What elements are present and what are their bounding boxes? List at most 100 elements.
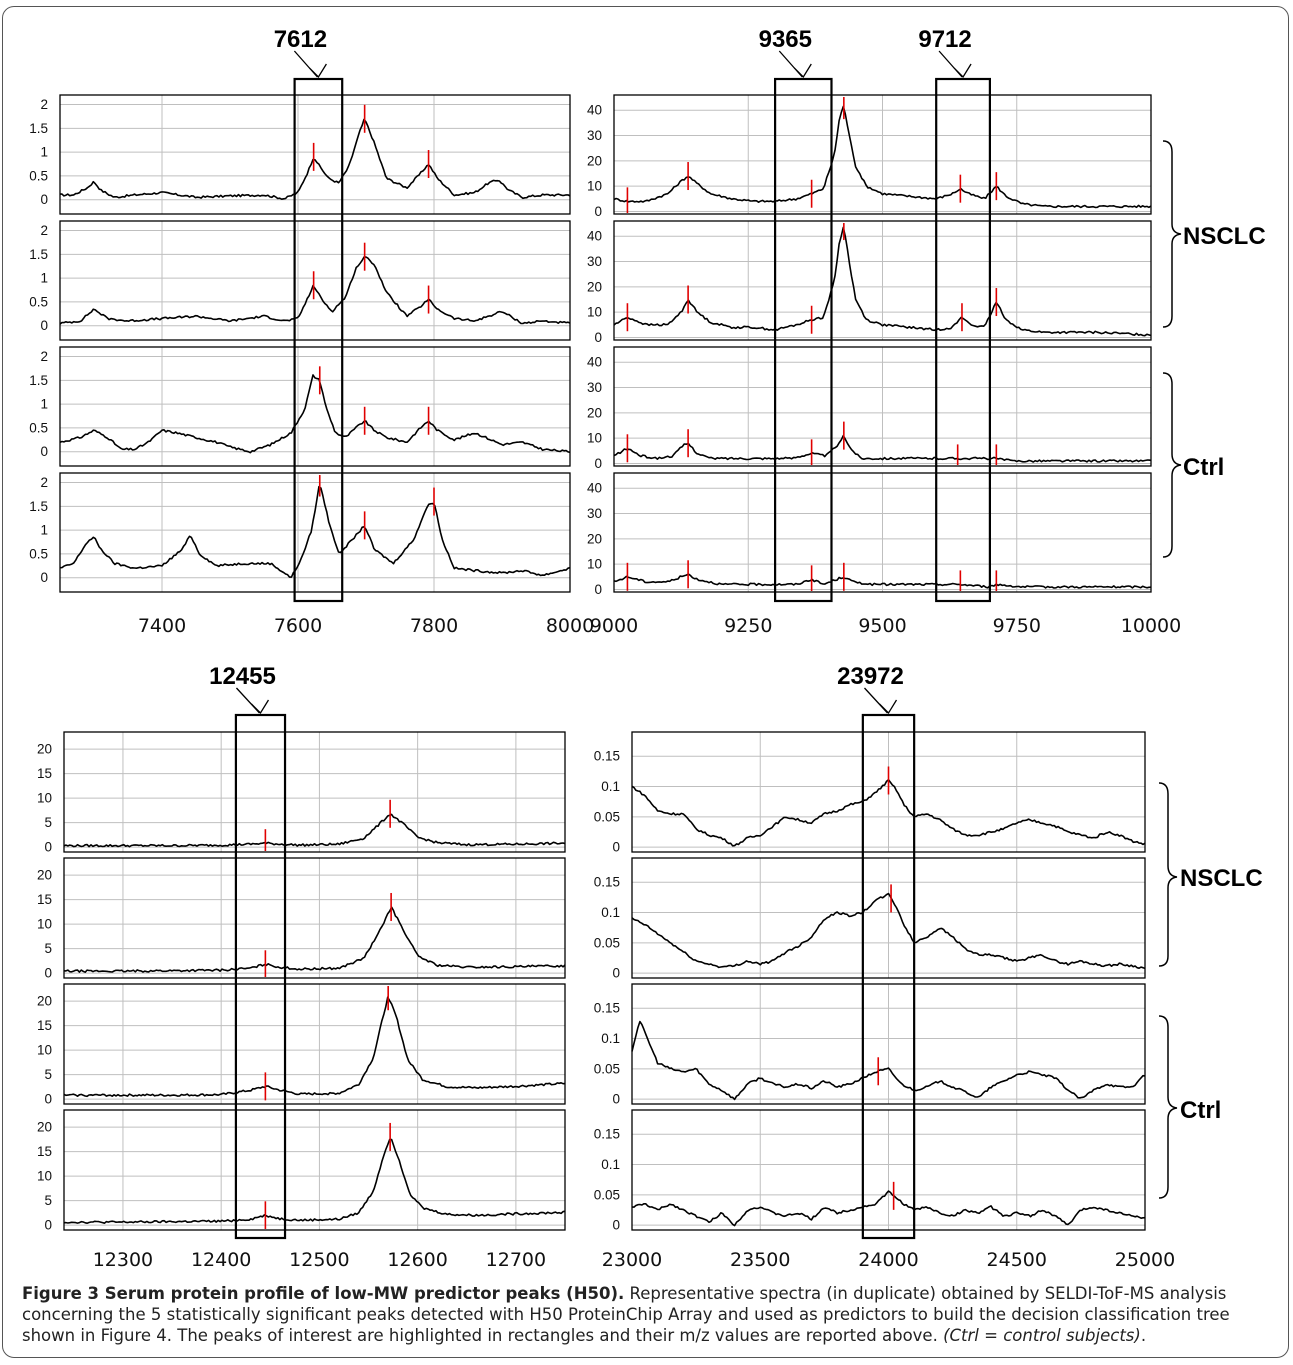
caption-title-suffix: . xyxy=(618,1284,625,1303)
subplot-3: 0 5 10 15 20 xyxy=(37,983,566,1107)
y-tick-label: 0 xyxy=(44,1092,52,1107)
y-tick-label: 0.15 xyxy=(594,1127,620,1142)
spectrum-trace xyxy=(59,256,571,325)
spectrum-trace xyxy=(63,813,566,848)
x-tick-label: 9000 xyxy=(590,615,638,637)
subplot-frame xyxy=(613,94,1152,215)
spectrum-trace xyxy=(631,892,1146,970)
peak-arrow xyxy=(293,50,327,79)
x-tick-label: 12600 xyxy=(387,1249,447,1271)
spectrum-trace xyxy=(60,118,571,200)
ctrl-bracket-top xyxy=(1162,372,1182,558)
y-tick-label: 0 xyxy=(594,204,602,219)
y-tick-label: 0 xyxy=(612,1218,620,1233)
x-tick-label: 10000 xyxy=(1121,615,1181,637)
y-tick-label: 2 xyxy=(40,349,48,364)
chart-panel-top-right: 0 10 20 30 40 0 10 20 30 40 0 10 20 30 40 0 10 20 30 40 9000… xyxy=(587,26,1181,637)
y-tick-label: 10 xyxy=(37,791,52,806)
subplot-frame xyxy=(63,857,566,979)
y-tick-label: 0.1 xyxy=(601,905,620,920)
y-tick-label: 5 xyxy=(44,1067,52,1082)
subplot-2: 0 5 10 15 20 xyxy=(37,857,566,981)
y-tick-label: 20 xyxy=(37,1120,52,1135)
subplot-1: 0 10 20 30 40 xyxy=(587,94,1152,219)
peak-mz-label: 23972 xyxy=(837,663,904,690)
y-tick-label: 0 xyxy=(594,582,602,597)
subplot-1: 0 5 10 15 20 xyxy=(37,731,566,855)
x-tick-label: 9750 xyxy=(993,615,1041,637)
y-tick-label: 1 xyxy=(40,145,48,160)
subplot-1: 0 0.5 1 1.5 2 xyxy=(29,94,571,215)
highlight-box xyxy=(234,713,287,1240)
caption-body: Representative spectra (in duplicate) ob… xyxy=(22,1284,1230,1345)
y-tick-label: 1 xyxy=(40,523,48,538)
figure-caption: Figure 3 Serum protein profile of low-MW… xyxy=(22,1283,1274,1346)
x-tick-label: 7400 xyxy=(138,615,186,637)
subplot-2: 0 0.5 1 1.5 2 xyxy=(29,220,571,341)
y-tick-label: 0.15 xyxy=(594,749,620,764)
y-tick-label: 10 xyxy=(37,917,52,932)
y-tick-label: 15 xyxy=(37,892,52,907)
y-tick-label: 20 xyxy=(37,868,52,883)
y-tick-label: 20 xyxy=(587,405,602,420)
y-tick-label: 0.05 xyxy=(594,809,620,824)
y-tick-label: 10 xyxy=(37,1043,52,1058)
y-tick-label: 1.5 xyxy=(29,247,48,262)
group-brackets: NSCLC Ctrl NSCLC Ctrl xyxy=(1158,140,1266,1199)
y-tick-label: 0.5 xyxy=(29,546,48,561)
y-tick-label: 20 xyxy=(587,531,602,546)
y-tick-label: 30 xyxy=(587,506,602,521)
subplot-2: 0 0.05 0.1 0.15 xyxy=(594,857,1146,981)
peak-arrow xyxy=(778,50,812,79)
subplot-4: 0 10 20 30 40 xyxy=(587,472,1152,597)
caption-end: . xyxy=(1140,1326,1147,1345)
y-tick-label: 15 xyxy=(37,1144,52,1159)
y-tick-label: 1 xyxy=(40,271,48,286)
x-tick-label: 7600 xyxy=(274,615,322,637)
peak-mz-label: 9712 xyxy=(918,26,971,53)
subplot-2: 0 10 20 30 40 xyxy=(587,220,1152,345)
y-tick-label: 30 xyxy=(587,254,602,269)
spectrum-trace xyxy=(632,1190,1146,1227)
y-tick-label: 1.5 xyxy=(29,373,48,388)
y-tick-label: 0 xyxy=(594,330,602,345)
y-tick-label: 20 xyxy=(587,279,602,294)
nsclc-label-bottom: NSCLC xyxy=(1180,865,1263,892)
y-tick-label: 5 xyxy=(44,815,52,830)
x-tick-label: 12700 xyxy=(486,1249,546,1271)
peak-mz-label: 12455 xyxy=(209,663,276,690)
ctrl-bracket-bottom xyxy=(1158,1015,1178,1199)
y-tick-label: 0 xyxy=(44,966,52,981)
subplot-frame xyxy=(59,94,571,215)
subplot-4: 0 0.05 0.1 0.15 xyxy=(594,1109,1146,1233)
x-tick-label: 24500 xyxy=(987,1249,1047,1271)
x-tick-label: 24000 xyxy=(858,1249,918,1271)
y-tick-label: 0.15 xyxy=(594,875,620,890)
highlight-box xyxy=(861,713,916,1240)
spectrum-trace xyxy=(613,434,1152,463)
y-tick-label: 0 xyxy=(44,840,52,855)
y-tick-label: 20 xyxy=(37,742,52,757)
x-tick-label: 8000 xyxy=(546,615,594,637)
ctrl-label-bottom: Ctrl xyxy=(1180,1097,1221,1124)
y-tick-label: 0 xyxy=(40,318,48,333)
y-tick-label: 30 xyxy=(587,380,602,395)
subplot-frame xyxy=(613,220,1152,341)
subplot-frame xyxy=(59,346,571,467)
y-tick-label: 5 xyxy=(44,941,52,956)
subplot-frame xyxy=(613,472,1152,593)
chart-panel-bottom-right: 0 0.05 0.1 0.15 0 0.05 0.1 0.15 0 0.05 0.1 0.15 0 0.0… xyxy=(594,663,1176,1271)
y-tick-label: 0.15 xyxy=(594,1001,620,1016)
y-tick-label: 0 xyxy=(40,570,48,585)
y-tick-label: 2 xyxy=(40,475,48,490)
y-tick-label: 0 xyxy=(612,1092,620,1107)
x-tick-label: 25000 xyxy=(1115,1249,1175,1271)
peak-mz-label: 7612 xyxy=(274,26,327,53)
y-tick-label: 20 xyxy=(37,994,52,1009)
caption-title: Figure 3 Serum protein profile of low-MW… xyxy=(22,1284,619,1303)
highlight-box xyxy=(935,77,992,603)
y-tick-label: 10 xyxy=(587,557,602,572)
y-tick-label: 0.05 xyxy=(594,1061,620,1076)
y-tick-label: 0.05 xyxy=(594,935,620,950)
peak-mz-label: 9365 xyxy=(759,26,812,53)
